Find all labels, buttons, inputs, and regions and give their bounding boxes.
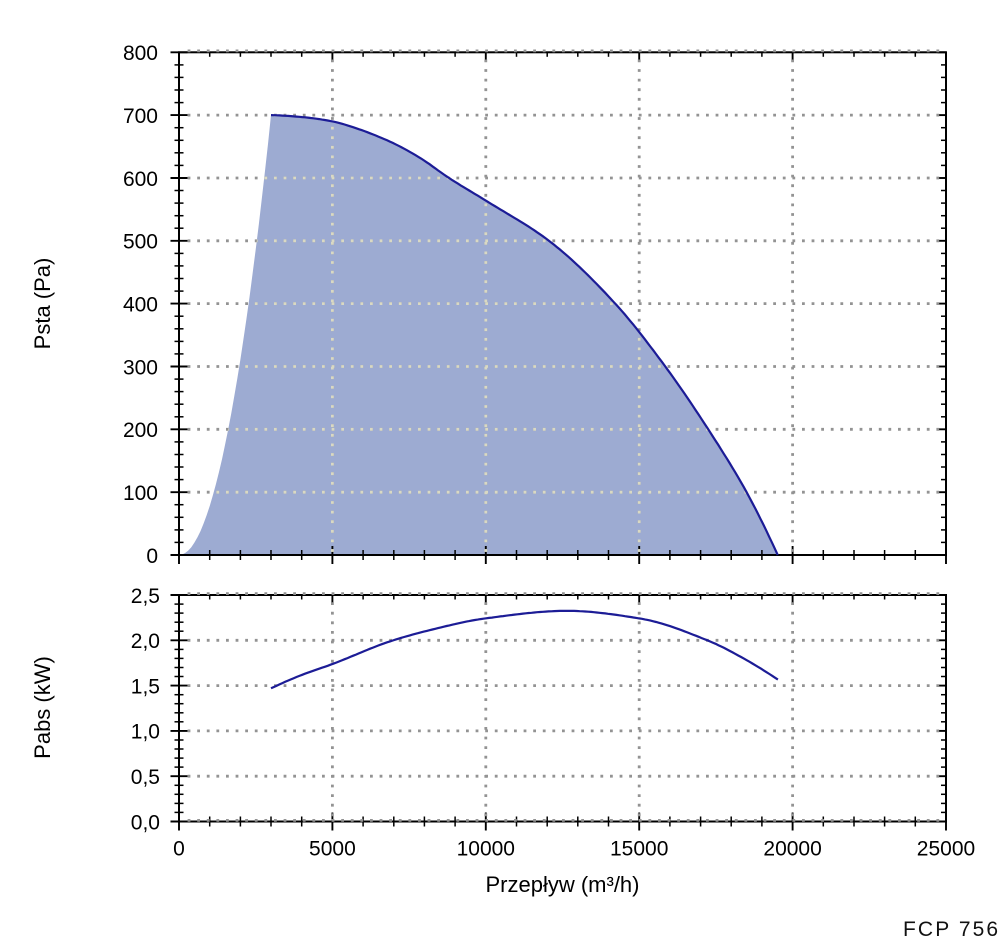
svg-text:2,5: 2,5 (131, 585, 160, 608)
svg-text:1,5: 1,5 (131, 675, 160, 698)
svg-text:15000: 15000 (610, 837, 668, 860)
svg-text:300: 300 (123, 356, 158, 379)
svg-text:100: 100 (123, 482, 158, 505)
svg-text:Psta (Pa): Psta (Pa) (30, 258, 55, 350)
svg-text:700: 700 (123, 105, 158, 128)
svg-text:600: 600 (123, 168, 158, 191)
svg-text:Przepływ (m³/h): Przepływ (m³/h) (485, 872, 639, 897)
svg-text:25000: 25000 (917, 837, 975, 860)
svg-text:0,5: 0,5 (131, 766, 160, 789)
svg-text:Pabs (kW): Pabs (kW) (30, 656, 55, 759)
svg-text:0: 0 (173, 837, 185, 860)
svg-text:1,0: 1,0 (131, 721, 160, 744)
svg-text:400: 400 (123, 293, 158, 316)
svg-text:FCP 756: FCP 756 (903, 918, 1000, 939)
svg-text:10000: 10000 (457, 837, 515, 860)
svg-text:5000: 5000 (309, 837, 356, 860)
svg-text:0: 0 (146, 545, 158, 568)
svg-text:20000: 20000 (763, 837, 821, 860)
svg-text:500: 500 (123, 231, 158, 254)
svg-text:200: 200 (123, 419, 158, 442)
svg-text:2,0: 2,0 (131, 630, 160, 653)
svg-text:0,0: 0,0 (131, 811, 160, 834)
svg-text:800: 800 (123, 42, 158, 65)
